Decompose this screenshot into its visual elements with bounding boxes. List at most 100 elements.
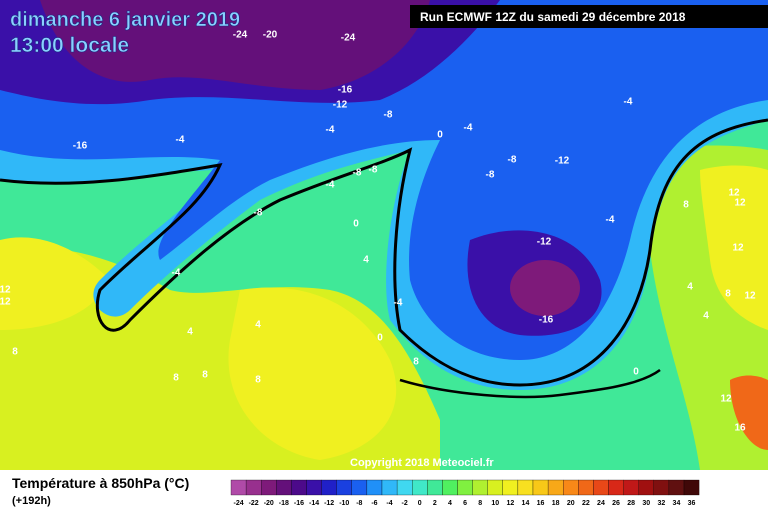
warm-area: [228, 287, 397, 460]
scale-cell: [608, 479, 624, 496]
contour-label: 12: [728, 188, 740, 199]
scale-cell: [321, 479, 337, 496]
scale-cell: [291, 479, 307, 496]
scale-cell: [563, 479, 579, 496]
scale-cell: [427, 479, 443, 496]
contour-label: -8: [369, 165, 378, 176]
contour-label: 4: [687, 282, 693, 293]
contour-label: -4: [464, 123, 473, 134]
color-scale: -24 -22 -20 -18 -16 -14 -12 -10 -8 -6 -4 -2 0 2 4 6 8 10 1…: [230, 479, 700, 507]
contour-label: -20: [263, 30, 278, 41]
contour-label: -4: [606, 215, 615, 226]
contour-label: 8: [683, 200, 689, 211]
contour-label: 8: [173, 373, 179, 384]
contour-label: -24: [233, 30, 248, 41]
scale-cell: [306, 479, 322, 496]
contour-label: 0: [633, 367, 639, 378]
scale-cell: [638, 479, 654, 496]
contour-label: -4: [172, 268, 181, 279]
scale-label: -8: [356, 500, 362, 507]
warm-area: [700, 165, 768, 330]
scale-cell: [532, 479, 549, 496]
cold-area: [40, 0, 430, 90]
scale-label: -2: [402, 500, 408, 507]
contour-label: -4: [624, 97, 633, 108]
scale-label: -6: [371, 500, 377, 507]
scale-label: -22: [249, 500, 259, 507]
scale-label: -24: [233, 500, 243, 507]
lead-time: (+192h): [12, 495, 51, 507]
scale-cell: [336, 479, 352, 496]
scale-cell: [245, 479, 262, 496]
contour-label: -16: [539, 315, 554, 326]
scale-label: 0: [418, 500, 422, 507]
scale-cell: [381, 479, 398, 496]
contour-label: 12: [720, 394, 732, 405]
scale-label: 24: [597, 500, 605, 507]
contour-label: -16: [338, 85, 353, 96]
scale-label: 18: [552, 500, 560, 507]
cold-core: [510, 260, 580, 316]
scale-label: 16: [537, 500, 545, 507]
contour-label: -12: [333, 100, 348, 111]
zero-contour: [399, 368, 661, 399]
scale-label: 2: [433, 500, 437, 507]
scale-cell: [261, 479, 277, 496]
scale-cell: [442, 479, 458, 496]
scale-cell: [457, 479, 473, 496]
scale-cell: [593, 479, 609, 496]
contour-label: 8: [413, 357, 419, 368]
scale-label: 14: [522, 500, 530, 507]
scale-cell: [502, 479, 519, 496]
contour-label: -24: [341, 33, 356, 44]
scale-cell: [547, 479, 564, 496]
run-box: [410, 5, 768, 28]
scale-label: 22: [582, 500, 590, 507]
forecast-time: 13:00 locale: [10, 34, 129, 57]
scale-label: -18: [279, 500, 289, 507]
scale-label: -12: [324, 500, 334, 507]
contour-label: -8: [486, 170, 495, 181]
scale-label: 6: [463, 500, 467, 507]
contour-label: 8: [255, 375, 261, 386]
legend-title: Température à 850hPa (°C): [12, 475, 189, 491]
scale-label: 34: [673, 500, 681, 507]
contour-label: -4: [394, 298, 403, 309]
contour-label: 0: [377, 333, 383, 344]
contour-label: -4: [326, 125, 335, 136]
scale-cell: [276, 479, 292, 496]
scale-cell: [683, 479, 700, 496]
scale-label: 12: [506, 500, 514, 507]
scale-cell: [351, 479, 368, 496]
contour-label: 4: [703, 311, 709, 322]
scale-label: 26: [612, 500, 620, 507]
contour-label: 4: [187, 327, 193, 338]
scale-cell: [396, 479, 413, 496]
scale-label: 8: [478, 500, 482, 507]
contour-label: -16: [73, 141, 88, 152]
warm-area: [0, 237, 110, 330]
contour-label: 12: [734, 198, 746, 209]
forecast-date: dimanche 6 janvier 2019: [10, 9, 240, 31]
contour-label: -8: [384, 110, 393, 121]
scale-label: -4: [386, 500, 392, 507]
contour-label: 0: [437, 130, 443, 141]
contour-label: -4: [326, 180, 335, 191]
scale-label: 10: [491, 500, 499, 507]
contour-label: 0: [353, 219, 359, 230]
contour-label: 8: [202, 370, 208, 381]
contour-label: 12: [744, 291, 756, 302]
contour-label: -12: [555, 156, 570, 167]
contour-label: 4: [255, 320, 261, 331]
contour-label: -12: [537, 237, 552, 248]
scale-label: 32: [657, 500, 665, 507]
contour-label: 4: [363, 255, 369, 266]
scale-label: 28: [627, 500, 635, 507]
scale-cell: [578, 479, 594, 496]
scale-label: -10: [339, 500, 349, 507]
contour-label: 12: [732, 243, 744, 254]
scale-cell: [230, 479, 247, 496]
contour-label: 12: [0, 297, 11, 308]
contour-label: -4: [176, 135, 185, 146]
